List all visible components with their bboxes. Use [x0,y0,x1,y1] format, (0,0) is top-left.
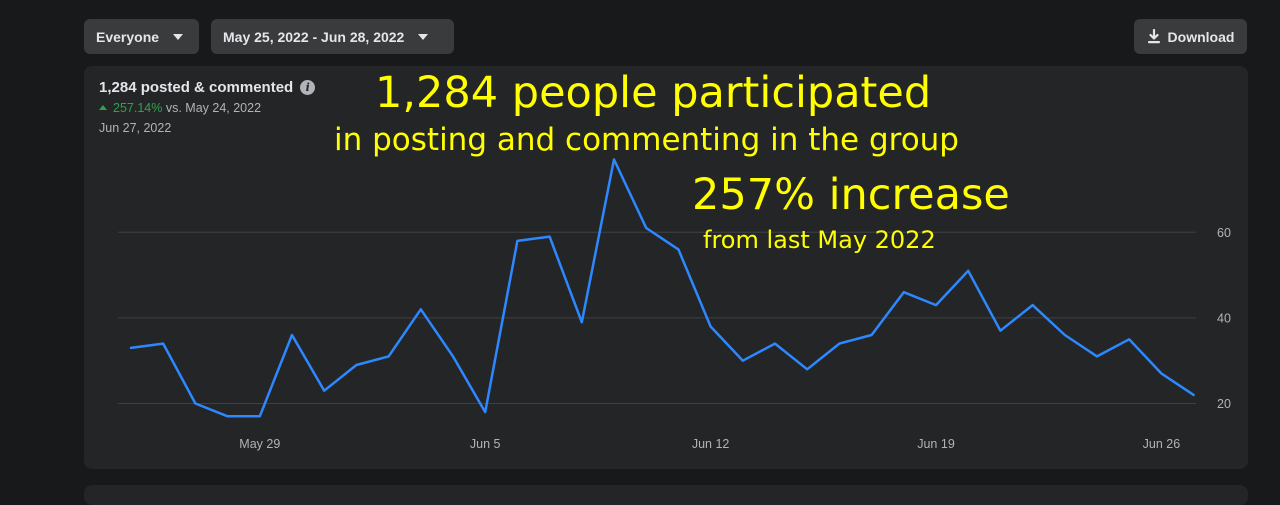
annotation-comparison: from last May 2022 [703,226,936,254]
y-tick-label: 60 [1217,226,1231,240]
x-tick-label: Jun 26 [1143,437,1181,451]
date-range-label: May 25, 2022 - Jun 28, 2022 [223,28,405,45]
change-percent: 257.14% [113,101,163,115]
download-label: Download [1167,28,1235,45]
arrow-up-icon [99,105,107,110]
audience-dropdown[interactable]: Everyone [84,19,199,54]
x-tick-label: May 29 [239,437,280,451]
change-text: vs. May 24, 2022 [165,101,262,115]
annotation-increase: 257% increase [692,170,1010,220]
x-tick-label: Jun 12 [692,437,730,451]
x-tick-label: Jun 5 [470,437,501,451]
chevron-down-icon [173,33,184,40]
info-icon[interactable]: i [300,80,316,95]
annotation-participants: 1,284 people participated [375,68,932,118]
download-icon [1147,29,1160,44]
annotation-description: in posting and commenting in the group [334,122,959,158]
chart-card [84,66,1248,469]
chevron-down-icon [418,33,429,40]
metric-title-text: 1,284 posted & commented [99,79,294,96]
series-line [129,158,1195,418]
line-chart: 20 40 60 May 29 Jun 5 Jun 12 Jun 19 Jun 26 [118,158,1231,451]
audience-label: Everyone [96,28,160,45]
y-tick-label: 20 [1217,397,1231,411]
metric-title: 1,284 posted & commented i [99,79,316,96]
download-button[interactable]: Download [1134,19,1247,54]
y-tick-label: 40 [1217,311,1231,325]
x-tick-label: Jun 19 [917,437,955,451]
hover-date: Jun 27, 2022 [99,121,172,135]
change-indicator: 257.14% vs. May 24, 2022 [99,101,261,115]
date-range-dropdown[interactable]: May 25, 2022 - Jun 28, 2022 [211,19,454,54]
